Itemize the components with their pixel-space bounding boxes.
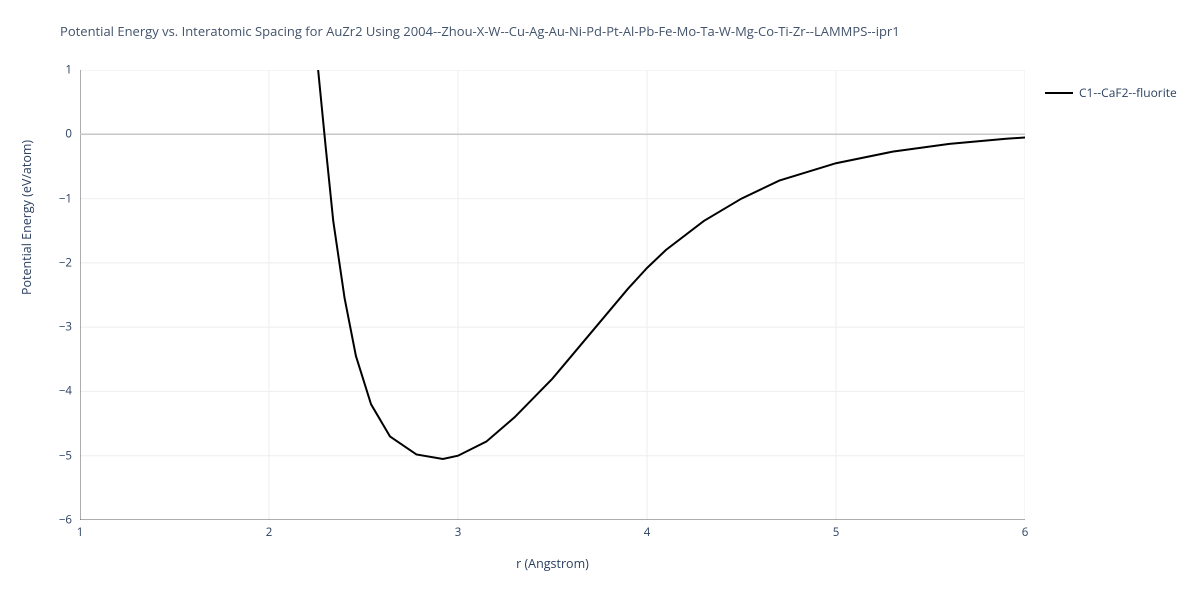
y-tick-label: −4: [12, 384, 72, 399]
y-tick-label: 0: [12, 127, 72, 142]
y-tick-label: −6: [12, 513, 72, 528]
ticks: [80, 70, 1025, 520]
legend[interactable]: C1--CaF2--fluorite: [1045, 84, 1177, 101]
x-tick-label: 3: [455, 525, 462, 540]
x-tick-label: 2: [266, 525, 273, 540]
y-tick-label: −2: [12, 255, 72, 270]
x-axis-label: r (Angstrom): [80, 555, 1025, 572]
y-axis-label: Potential Energy (eV/atom): [18, 140, 35, 295]
series-group: [318, 70, 1025, 459]
chart-plot-area[interactable]: [80, 70, 1025, 520]
legend-swatch: [1045, 92, 1073, 94]
y-tick-label: −1: [12, 191, 72, 206]
x-tick-label: 4: [644, 525, 651, 540]
x-tick-label: 1: [77, 525, 84, 540]
y-tick-label: 1: [12, 63, 72, 78]
grid: [80, 70, 1025, 520]
x-tick-label: 5: [833, 525, 840, 540]
y-tick-label: −3: [12, 320, 72, 335]
chart-title: Potential Energy vs. Interatomic Spacing…: [60, 22, 900, 40]
legend-label: C1--CaF2--fluorite: [1079, 84, 1177, 101]
y-tick-label: −5: [12, 448, 72, 463]
x-tick-label: 6: [1022, 525, 1029, 540]
